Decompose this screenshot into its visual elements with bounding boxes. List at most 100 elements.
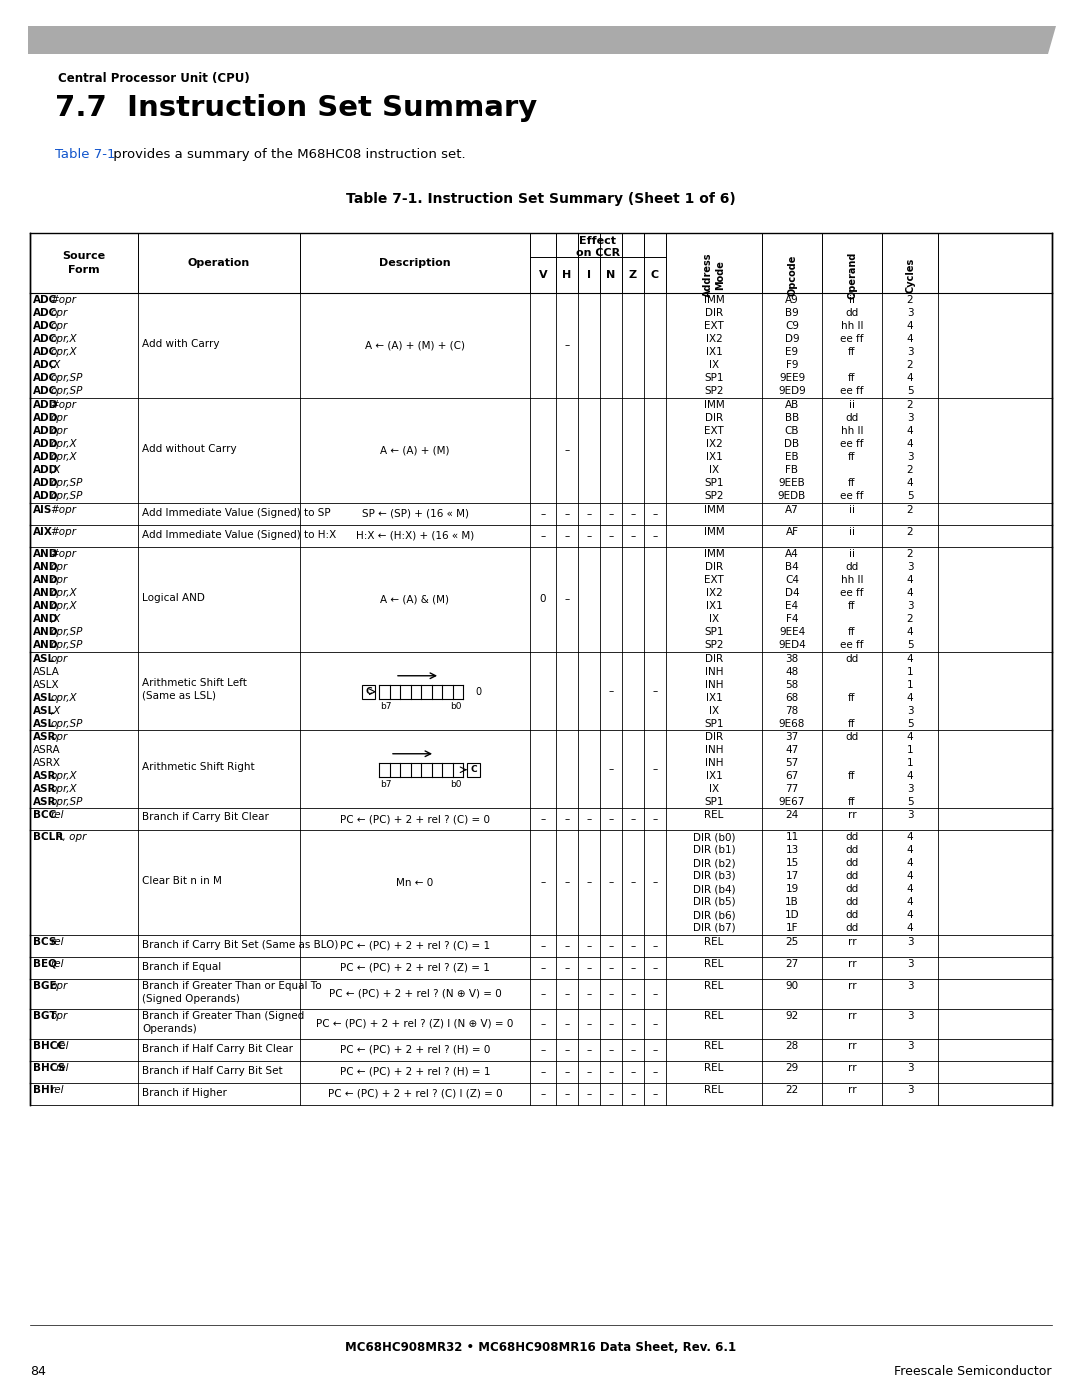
- Text: ASRA: ASRA: [33, 745, 60, 754]
- Bar: [467, 763, 480, 777]
- Text: DIR (b2): DIR (b2): [692, 858, 735, 868]
- Text: ADD: ADD: [33, 414, 58, 423]
- Text: PC ← (PC) + 2 + rel ? (C) = 1: PC ← (PC) + 2 + rel ? (C) = 1: [340, 942, 490, 951]
- Text: DB: DB: [784, 439, 799, 448]
- Text: 90: 90: [785, 981, 798, 990]
- Text: 2: 2: [907, 465, 914, 475]
- Text: ADD: ADD: [33, 439, 58, 448]
- Text: Branch if Half Carry Bit Clear: Branch if Half Carry Bit Clear: [141, 1044, 293, 1053]
- Text: 9EE9: 9EE9: [779, 373, 805, 383]
- Text: –: –: [565, 942, 569, 951]
- Text: AND: AND: [33, 627, 58, 637]
- Text: –: –: [565, 1067, 569, 1077]
- Text: 9EDB: 9EDB: [778, 490, 806, 502]
- Text: Arithmetic Shift Right: Arithmetic Shift Right: [141, 763, 255, 773]
- Text: BCLR: BCLR: [33, 833, 64, 842]
- Text: PC ← (PC) + 2 + rel ? (H) = 1: PC ← (PC) + 2 + rel ? (H) = 1: [340, 1067, 490, 1077]
- Text: –: –: [631, 989, 636, 999]
- Text: BB: BB: [785, 414, 799, 423]
- Text: IMM: IMM: [704, 549, 725, 559]
- Text: hh ll: hh ll: [840, 321, 863, 331]
- Text: ii: ii: [849, 527, 855, 536]
- Text: 2: 2: [907, 549, 914, 559]
- Text: opr,X: opr,X: [51, 771, 78, 781]
- Text: IMM: IMM: [704, 504, 725, 515]
- Text: 2: 2: [907, 295, 914, 305]
- Text: ,X: ,X: [51, 360, 60, 370]
- Text: IX2: IX2: [705, 439, 723, 448]
- Text: rr: rr: [848, 810, 856, 820]
- Text: AND: AND: [33, 576, 58, 585]
- Text: –: –: [540, 1067, 545, 1077]
- Text: ff: ff: [848, 771, 855, 781]
- Text: IX1: IX1: [705, 693, 723, 703]
- Text: BHCC: BHCC: [33, 1041, 65, 1051]
- Text: 2: 2: [907, 504, 914, 515]
- Text: –: –: [586, 509, 592, 520]
- Text: SP1: SP1: [704, 719, 724, 729]
- Text: –: –: [652, 877, 658, 887]
- Text: INH: INH: [705, 680, 724, 690]
- Text: –: –: [608, 1067, 613, 1077]
- Text: DIR: DIR: [705, 562, 724, 571]
- Text: –: –: [586, 963, 592, 972]
- Text: –: –: [631, 1045, 636, 1055]
- Text: AIX: AIX: [33, 527, 53, 536]
- Text: Central Processor Unit (CPU): Central Processor Unit (CPU): [58, 73, 249, 85]
- Text: INH: INH: [705, 666, 724, 678]
- Text: 3: 3: [907, 810, 914, 820]
- Text: 4: 4: [907, 884, 914, 894]
- Text: AND: AND: [33, 601, 58, 610]
- Text: AND: AND: [33, 588, 58, 598]
- Text: –: –: [652, 1045, 658, 1055]
- Text: 9ED4: 9ED4: [778, 640, 806, 650]
- Text: REL: REL: [704, 958, 724, 970]
- Text: Branch if Carry Bit Clear: Branch if Carry Bit Clear: [141, 813, 269, 823]
- Text: –: –: [565, 595, 569, 605]
- Text: ADD: ADD: [33, 465, 58, 475]
- Text: rel: rel: [51, 937, 64, 947]
- Text: MC68HC908MR32 • MC68HC908MR16 Data Sheet, Rev. 6.1: MC68HC908MR32 • MC68HC908MR16 Data Sheet…: [346, 1341, 737, 1354]
- Text: –: –: [565, 1090, 569, 1099]
- Text: 4: 4: [907, 588, 914, 598]
- Text: dd: dd: [846, 909, 859, 921]
- Text: A9: A9: [785, 295, 799, 305]
- Text: 29: 29: [785, 1063, 798, 1073]
- Text: 4: 4: [907, 732, 914, 742]
- Text: IX: IX: [708, 615, 719, 624]
- Text: opr,SP: opr,SP: [51, 627, 83, 637]
- Text: 4: 4: [907, 576, 914, 585]
- Text: F4: F4: [786, 615, 798, 624]
- Text: ASR: ASR: [33, 732, 56, 742]
- Text: ,X: ,X: [51, 615, 60, 624]
- Text: EXT: EXT: [704, 426, 724, 436]
- Text: 1: 1: [907, 745, 914, 754]
- Text: C4: C4: [785, 576, 799, 585]
- Text: BGE: BGE: [33, 981, 56, 990]
- Text: 4: 4: [907, 373, 914, 383]
- Text: b0: b0: [450, 701, 462, 711]
- Text: –: –: [608, 814, 613, 824]
- Text: ff: ff: [848, 346, 855, 358]
- Text: Freescale Semiconductor: Freescale Semiconductor: [894, 1365, 1052, 1377]
- Text: (Signed Operands): (Signed Operands): [141, 995, 240, 1004]
- Text: DIR (b6): DIR (b6): [692, 909, 735, 921]
- Text: Table 7-1. Instruction Set Summary (Sheet 1 of 6): Table 7-1. Instruction Set Summary (Shee…: [346, 191, 735, 205]
- Text: –: –: [586, 1018, 592, 1030]
- Text: AND: AND: [33, 640, 58, 650]
- Text: ASR: ASR: [33, 784, 56, 793]
- Text: –: –: [652, 509, 658, 520]
- Text: PC ← (PC) + 2 + rel ? (Z) I (N ⊕ V) = 0: PC ← (PC) + 2 + rel ? (Z) I (N ⊕ V) = 0: [316, 1018, 514, 1030]
- Text: rr: rr: [848, 958, 856, 970]
- Text: rr: rr: [848, 1063, 856, 1073]
- Text: ii: ii: [849, 400, 855, 409]
- Text: BGT: BGT: [33, 1011, 56, 1021]
- Text: 0: 0: [475, 687, 481, 697]
- Text: opr: opr: [51, 1011, 68, 1021]
- Text: –: –: [608, 877, 613, 887]
- Text: 67: 67: [785, 771, 798, 781]
- Text: Add with Carry: Add with Carry: [141, 339, 219, 349]
- Text: opr: opr: [51, 576, 68, 585]
- Text: BEQ: BEQ: [33, 958, 57, 970]
- Text: –: –: [586, 1067, 592, 1077]
